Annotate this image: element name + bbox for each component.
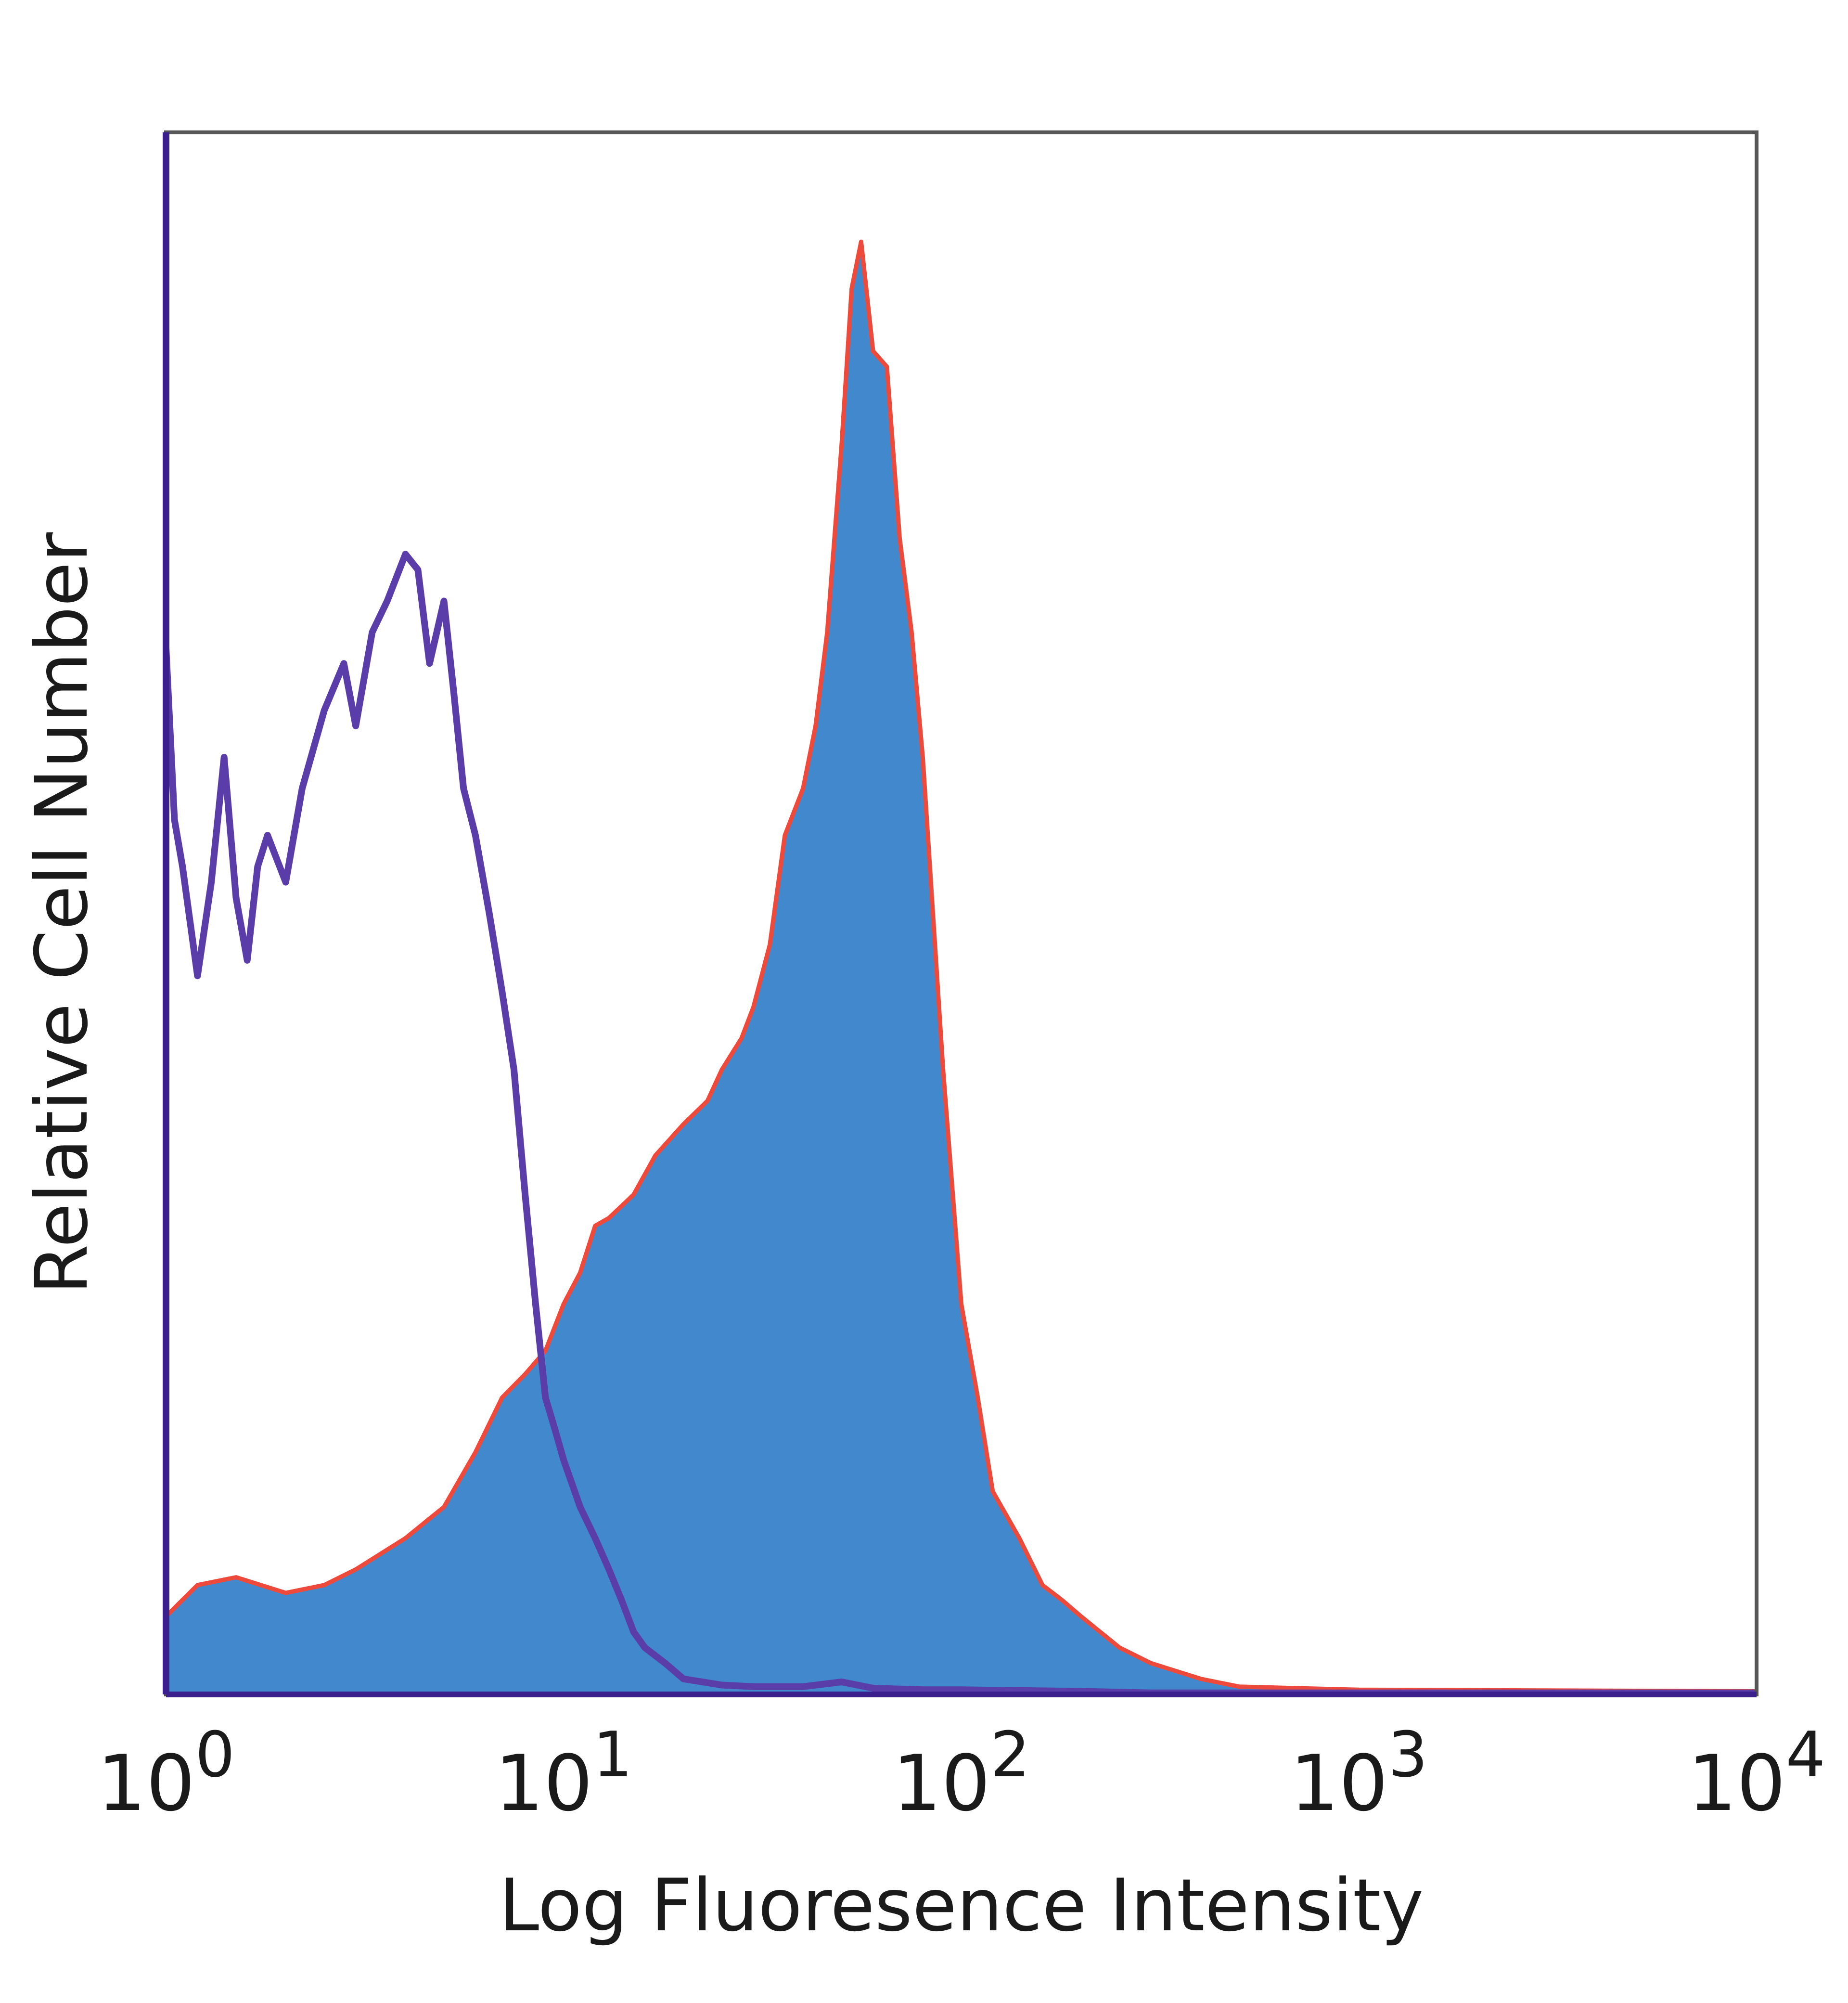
x-tick-label: 102 bbox=[892, 1718, 1030, 1828]
x-tick-label: 100 bbox=[97, 1718, 235, 1828]
series-layer bbox=[163, 239, 1757, 1696]
x-tick-label: 101 bbox=[495, 1718, 632, 1828]
histogram-filled-area bbox=[166, 242, 1757, 1694]
x-axis-label: Log Fluoresence Intensity bbox=[499, 1864, 1424, 1948]
y-axis-label: Relative Cell Number bbox=[20, 532, 104, 1295]
histogram-filled-outline bbox=[164, 239, 1757, 1693]
x-tick-labels: 100 101 102 103 104 bbox=[97, 1718, 1825, 1828]
x-tick-label: 104 bbox=[1688, 1718, 1825, 1828]
x-tick-label: 103 bbox=[1290, 1718, 1428, 1828]
histogram-control-line bbox=[163, 551, 1757, 1696]
